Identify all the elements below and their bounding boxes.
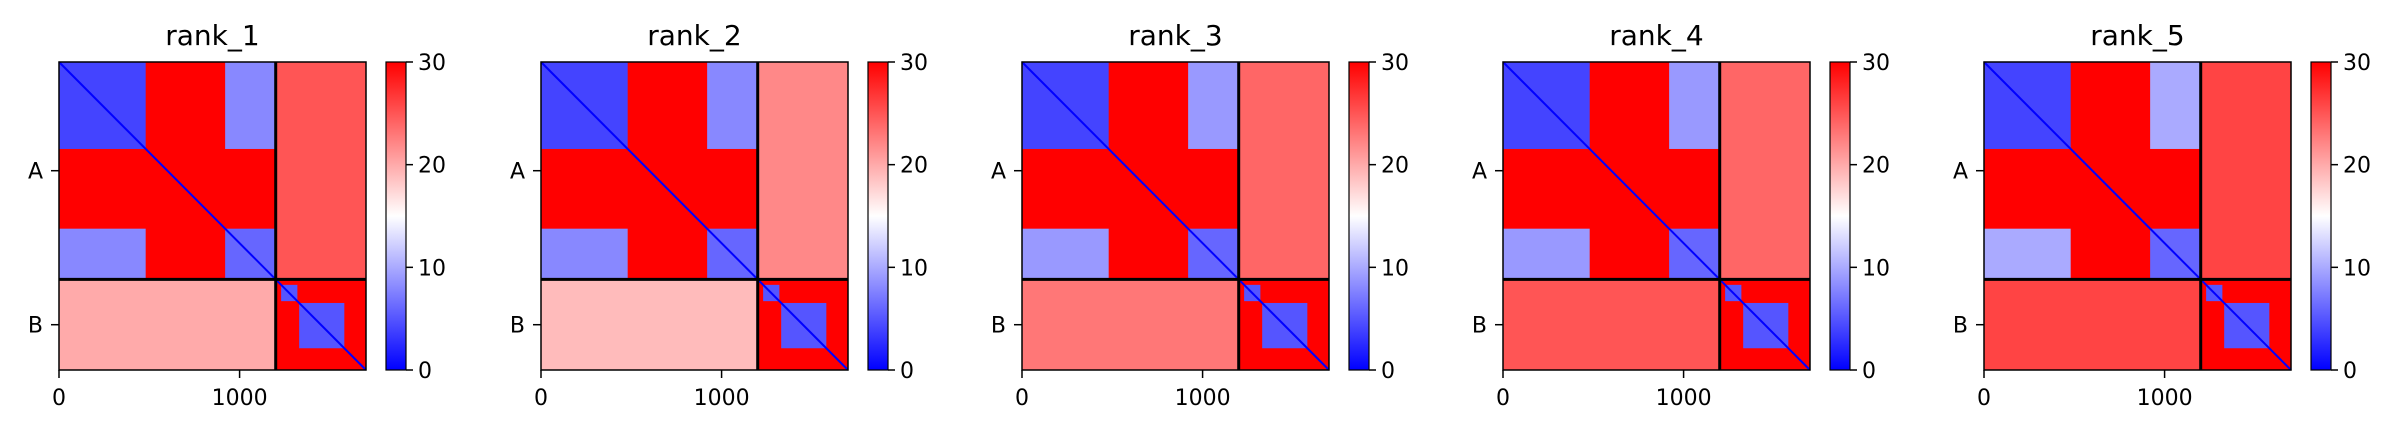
heatmap-block-ba [1022,279,1239,370]
panel-title: rank_1 [165,19,259,52]
y-tick-label: B [991,314,1006,339]
colorbar-tick-label: 0 [418,359,432,384]
x-tick-label: 0 [52,386,66,411]
heatmap-block-a2a1 [2150,62,2201,149]
heatmap-diagonal [540,61,849,371]
y-tick-label: B [1953,314,1968,339]
x-tick-label: 0 [534,386,548,411]
colorbar-tick-label: 20 [1381,154,1409,179]
x-tick-label: 1000 [1656,386,1712,411]
colorbar-tick-label: 10 [2343,256,2371,281]
y-tick-label: A [1953,160,1968,185]
plot-frame [1021,61,1330,371]
y-tick-label: A [28,160,43,185]
colorbar-tick-label: 0 [2343,359,2357,384]
pae-panel-1: rank_1 0 1000 A B 0 10 20 30 [28,19,446,411]
x-tick-label: 1000 [1175,386,1231,411]
heatmap-block-ba [59,279,276,370]
panel-title: rank_3 [1128,19,1222,52]
pae-panel-2: rank_2 0 1000 A B 0 10 20 30 [510,19,928,411]
heatmap-block-ba [1503,279,1720,370]
colorbar-tick-label: 10 [1381,256,1409,281]
panel-title: rank_2 [647,19,741,52]
panel-title: rank_5 [2090,19,2184,52]
heatmap-block-ab [2200,62,2291,280]
colorbar-tick-label: 0 [900,359,914,384]
colorbar-tick-label: 10 [418,256,446,281]
x-tick-label: 0 [1977,386,1991,411]
y-tick-label: B [510,314,525,339]
heatmap-block-a1a2 [59,228,146,280]
heatmap-block-a2a1 [1188,62,1239,149]
heatmap-block-ba [541,279,758,370]
colorbar-tick-label: 0 [1381,359,1395,384]
colorbar-tick-label: 30 [1862,51,1890,76]
colorbar-tick-label: 30 [1381,51,1409,76]
colorbar-tick-label: 30 [2343,51,2371,76]
plot-frame [1502,61,1811,371]
heatmap-block-ab [275,62,366,280]
colorbar-tick-label: 10 [900,256,928,281]
colorbar-tick-label: 20 [2343,154,2371,179]
colorbar-tick-label: 20 [418,154,446,179]
heatmap-diagonal [58,61,367,371]
heatmap-block-ab [757,62,848,280]
heatmap-diagonal [1021,61,1330,371]
x-tick-label: 1000 [2137,386,2193,411]
heatmap-diagonal [1502,61,1811,371]
x-tick-label: 0 [1015,386,1029,411]
heatmap-block-ab [1238,62,1329,280]
colorbar [1829,61,1851,371]
y-tick-label: A [991,160,1006,185]
colorbar [2310,61,2332,371]
heatmap-block-a2a1 [707,62,758,149]
y-tick-label: A [510,160,525,185]
plot-frame [1983,61,2292,371]
colorbar-tick-label: 10 [1862,256,1890,281]
colorbar-tick-label: 30 [418,51,446,76]
heatmap-block-a1a2 [1984,228,2071,280]
heatmap-block-ab [1719,62,1810,280]
colorbar-tick-label: 30 [900,51,928,76]
y-tick-label: B [1472,314,1487,339]
colorbar [867,61,889,371]
x-tick-label: 1000 [212,386,268,411]
x-tick-label: 0 [1496,386,1510,411]
heatmap-block-a1a2 [541,228,628,280]
panel-title: rank_4 [1609,19,1703,52]
heatmap-block-a1a2 [1022,228,1109,280]
plot-frame [58,61,367,371]
plot-frame [540,61,849,371]
colorbar [385,61,407,371]
x-tick-label: 1000 [694,386,750,411]
heatmap-block-a2a1 [225,62,276,149]
pae-panel-4: rank_4 0 1000 A B 0 10 20 30 [1472,19,1890,411]
heatmap-block-a2a1 [1669,62,1720,149]
colorbar-tick-label: 20 [900,154,928,179]
heatmap-block-ba [1984,279,2201,370]
heatmap-diagonal [1983,61,2292,371]
colorbar-tick-label: 0 [1862,359,1876,384]
heatmap-block-a1a2 [1503,228,1590,280]
y-tick-label: B [28,314,43,339]
colorbar [1348,61,1370,371]
y-tick-label: A [1472,160,1487,185]
colorbar-tick-label: 20 [1862,154,1890,179]
pae-panel-5: rank_5 0 1000 A B 0 10 20 30 [1953,19,2371,411]
pae-panel-3: rank_3 0 1000 A B 0 10 20 30 [991,19,1409,411]
